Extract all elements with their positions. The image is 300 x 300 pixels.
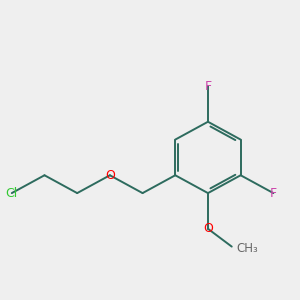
Text: Cl: Cl xyxy=(6,187,18,200)
Text: CH₃: CH₃ xyxy=(236,242,258,255)
Text: F: F xyxy=(270,187,277,200)
Text: O: O xyxy=(105,169,115,182)
Text: O: O xyxy=(203,222,213,235)
Text: F: F xyxy=(204,80,211,93)
